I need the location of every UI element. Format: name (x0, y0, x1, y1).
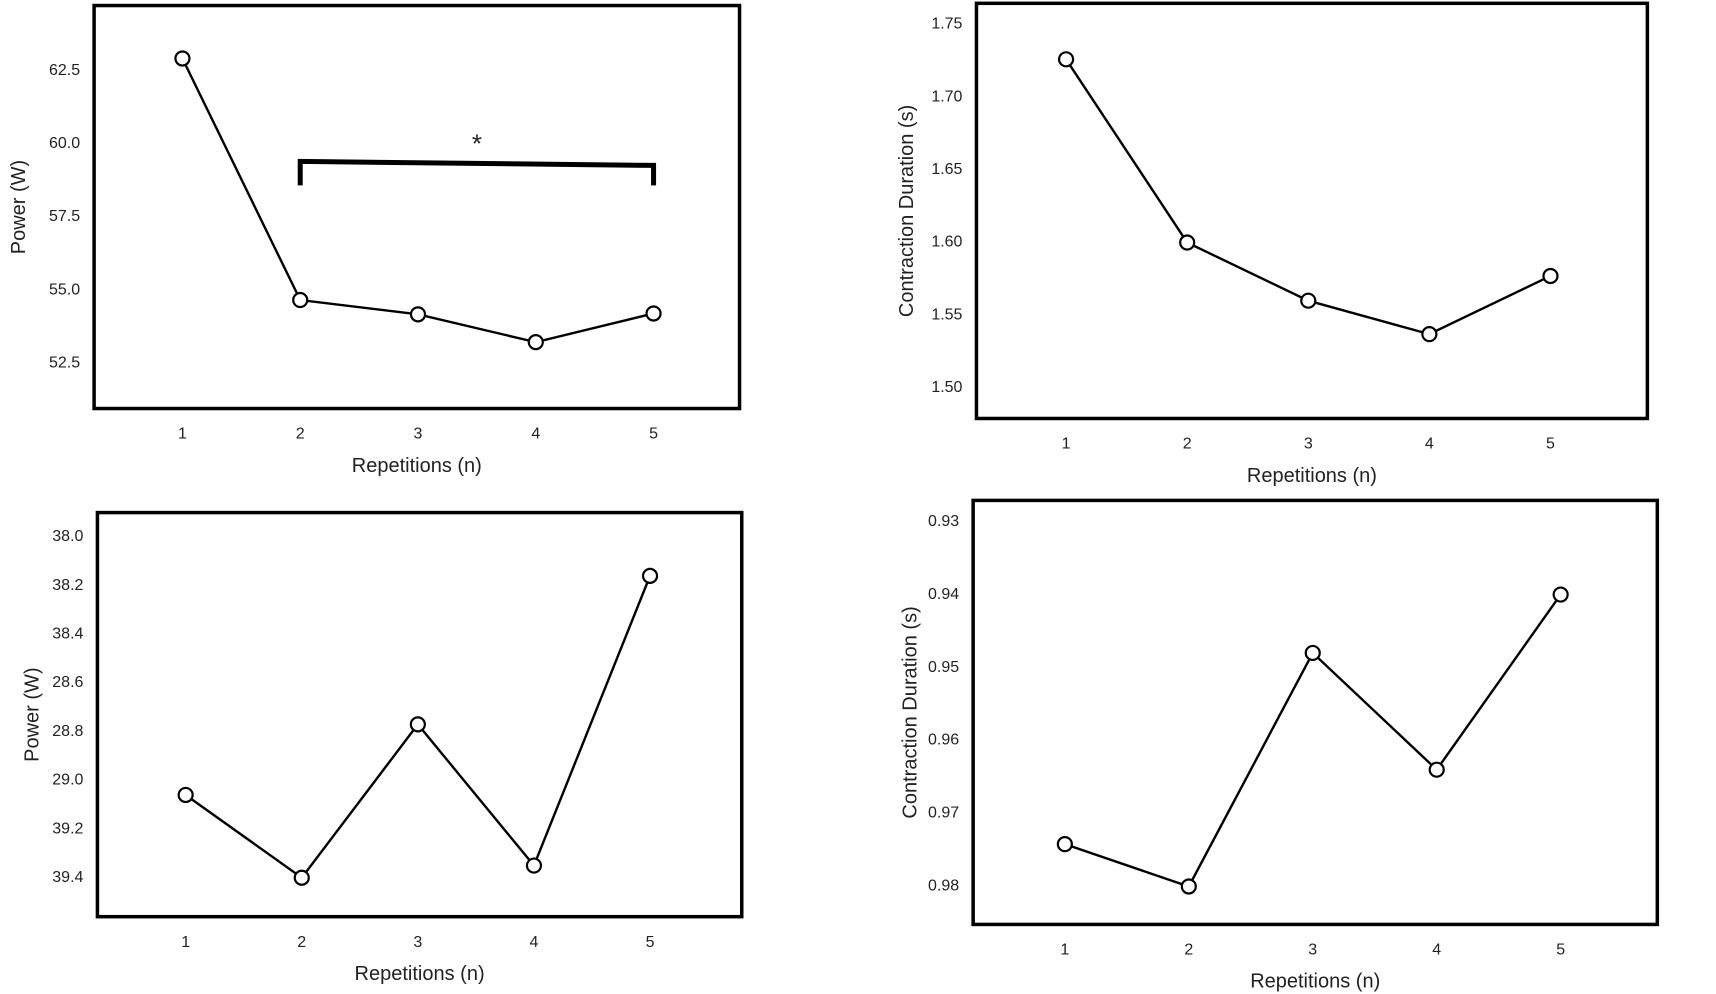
y-axis-label: Contraction Duration (s) (896, 105, 918, 317)
x-tick-label: 3 (1308, 942, 1317, 959)
data-point (525, 857, 543, 874)
x-axis-label: Repetitions (n) (1247, 465, 1377, 487)
y-tick-label: 0.93 (928, 513, 959, 530)
x-tick-label: 2 (1184, 942, 1193, 959)
y-tick-label: 1.60 (931, 234, 962, 251)
data-point (1300, 292, 1317, 309)
data-point (1428, 761, 1445, 778)
y-tick-label: 62.5 (49, 62, 80, 79)
data-point (641, 567, 659, 584)
y-tick-label: 28.6 (52, 674, 83, 691)
y-tick-label: 1.70 (931, 88, 962, 105)
y-tick-label: 0.95 (928, 659, 959, 676)
plot-frame (974, 1, 1650, 421)
y-tick-label: 38.2 (52, 577, 83, 594)
y-tick-label: 1.55 (931, 306, 962, 323)
x-tick-label: 4 (531, 426, 540, 443)
data-point (409, 306, 427, 323)
x-tick-label: 5 (649, 426, 658, 443)
x-tick-label: 4 (529, 934, 538, 951)
x-tick-label: 4 (1425, 436, 1434, 453)
y-tick-label: 39.2 (52, 820, 83, 837)
plot-frame (971, 498, 1660, 927)
data-point (1056, 836, 1073, 853)
significance-bracket (297, 158, 657, 186)
x-axis-label: Repetitions (n) (352, 455, 482, 477)
y-axis-label: Power (W) (21, 667, 43, 761)
y-tick-label: 0.98 (928, 878, 959, 895)
data-point (1542, 267, 1559, 285)
subplot: 1.50 1.55 1.60 1.65 1.70 1.75 1 2 3 4 5 Repetitions… (896, 1, 1650, 487)
data-line (1064, 593, 1562, 888)
y-tick-label: 0.94 (928, 586, 959, 603)
x-tick-label: 2 (297, 934, 306, 951)
subplot: 38.0 38.2 38.4 28.6 28.8 29.0 39.2 39.4 1 2 3 4 5 Rep… (21, 510, 744, 985)
data-line (181, 57, 654, 344)
y-axis-label: Contraction Duration (s) (899, 606, 921, 818)
x-tick-label: 3 (1304, 436, 1313, 453)
plot-frame (95, 510, 744, 919)
y-tick-label: 57.5 (49, 208, 80, 225)
x-tick-label: 1 (181, 934, 190, 951)
data-point (292, 291, 309, 309)
y-tick-label: 0.96 (928, 732, 959, 749)
x-tick-label: 1 (1062, 436, 1071, 453)
data-point (293, 869, 310, 886)
data-point (1179, 234, 1196, 251)
data-point (174, 50, 191, 67)
y-tick-label: 38.0 (52, 528, 83, 545)
data-point (527, 334, 544, 351)
data-point (645, 305, 662, 322)
y-tick-label: 60.0 (49, 135, 80, 152)
y-tick-label: 1.75 (931, 16, 962, 33)
x-axis-label: Repetitions (n) (1250, 971, 1380, 993)
x-tick-label: 2 (1183, 436, 1192, 453)
y-tick-label: 28.8 (52, 723, 83, 740)
x-tick-label: 2 (296, 426, 305, 443)
x-tick-label: 3 (413, 934, 422, 951)
y-axis-label: Power (W) (8, 160, 30, 254)
x-tick-label: 3 (414, 426, 423, 443)
x-axis-label: Repetitions (n) (355, 963, 485, 985)
y-tick-label: 0.97 (928, 805, 959, 822)
plot-frame (92, 3, 742, 411)
subplot: 52.5 55.0 57.5 60.0 62.5 1 2 3 4 5 Repetitions (n)… (8, 3, 742, 477)
y-tick-label: 39.4 (52, 869, 83, 886)
y-tick-label: 55.0 (49, 281, 80, 298)
data-point (1057, 51, 1075, 68)
significance-label: * (472, 128, 482, 158)
y-tick-label: 1.65 (931, 161, 962, 178)
data-point (409, 716, 426, 733)
y-tick-label: 29.0 (52, 772, 83, 789)
y-tick-label: 1.50 (931, 379, 962, 396)
data-point (177, 786, 194, 804)
x-tick-label: 5 (1546, 436, 1555, 453)
y-tick-label: 38.4 (52, 626, 83, 643)
x-tick-label: 4 (1432, 942, 1441, 959)
x-tick-label: 5 (646, 934, 655, 951)
data-point (1552, 586, 1569, 603)
data-point (1304, 644, 1321, 662)
y-tick-label: 52.5 (49, 354, 80, 371)
subplot: 0.93 0.94 0.95 0.96 0.97 0.98 1 2 3 4 5 Repetitions… (899, 498, 1660, 993)
data-point (1180, 878, 1197, 895)
x-tick-label: 5 (1556, 942, 1565, 959)
data-point (1421, 326, 1438, 343)
x-tick-label: 1 (1060, 942, 1069, 959)
x-tick-label: 1 (178, 426, 187, 443)
